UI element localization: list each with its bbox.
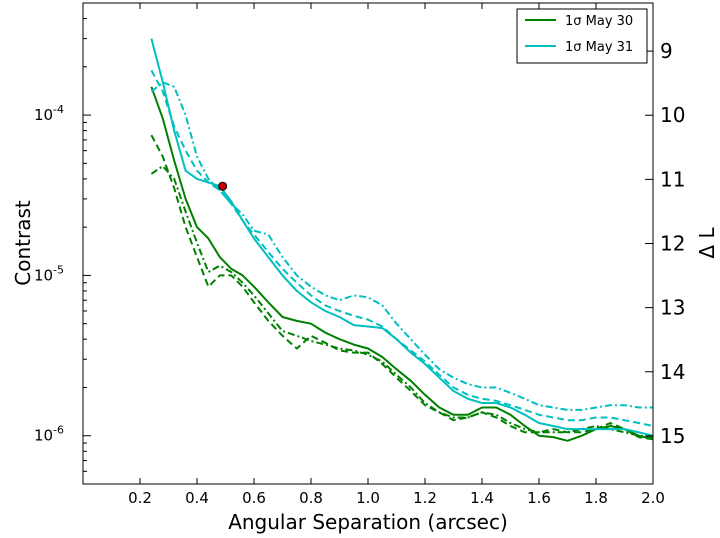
x-tick-label: 1.0	[356, 489, 380, 507]
series-line-5-dashdot	[150, 81, 653, 411]
series-line-2-dashdot	[150, 165, 654, 439]
y2-tick-label: 14	[660, 360, 685, 384]
series-line-4-dashed	[150, 69, 654, 427]
y2-tick-label: 13	[660, 296, 685, 320]
ticks-layer: 0.2 0.4 0.6 0.8 1.0 1.2 1.4 1.6 1.8 2.010-610-510…	[34, 2, 685, 507]
x-tick-label: 2.0	[641, 489, 665, 507]
series-line-1-dashed	[150, 134, 654, 441]
x-tick-label: 1.2	[413, 489, 437, 507]
x-tick-label: 1.4	[470, 489, 494, 507]
x-tick-label: 0.8	[299, 489, 323, 507]
x-tick-label: 0.4	[185, 489, 209, 507]
legend-label-may30: 1σ May 30	[565, 14, 633, 29]
plot-frame	[82, 2, 654, 485]
series-layer	[150, 38, 654, 442]
y2-tick-label: 10	[660, 103, 685, 127]
y2-tick-label: 9	[660, 39, 673, 63]
legend: 1σ May 30 1σ May 31	[516, 8, 648, 64]
legend-label-may31: 1σ May 31	[565, 40, 633, 55]
x-axis-label: Angular Separation (arcsec)	[228, 510, 508, 534]
series-line-0-solid	[150, 86, 654, 442]
x-tick-label: 1.8	[584, 489, 608, 507]
x-tick-label: 0.6	[242, 489, 266, 507]
y-axis-label: Contrast	[11, 200, 35, 286]
x-tick-label: 1.6	[527, 489, 551, 507]
data-point-marker	[218, 181, 228, 191]
x-tick-label: 0.2	[128, 489, 152, 507]
y2-tick-label: 15	[660, 424, 685, 448]
y2-tick-label: 12	[660, 232, 685, 256]
legend-box	[516, 8, 648, 64]
y2-tick-label: 11	[660, 167, 685, 191]
y2-axis-label: Δ L	[695, 227, 719, 259]
